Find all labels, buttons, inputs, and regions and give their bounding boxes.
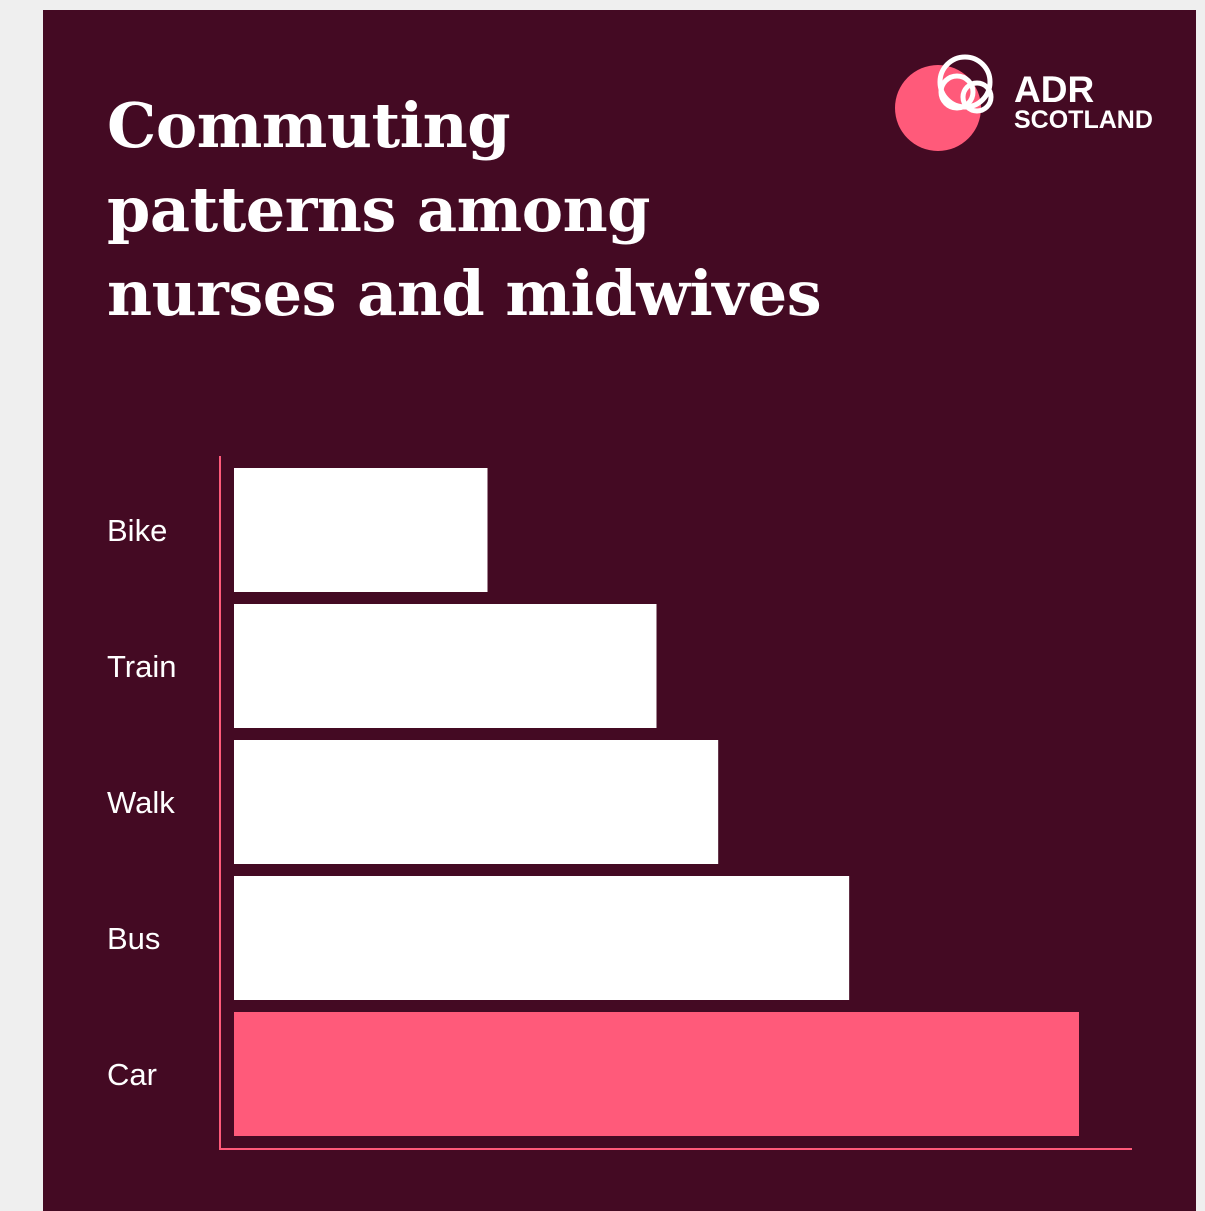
category-labels: Bike Train Walk Bus Car — [107, 513, 176, 1092]
logo-circles-icon — [895, 54, 994, 151]
bars-layer — [234, 468, 1079, 1136]
category-label-bus: Bus — [107, 921, 160, 956]
chart-title: Commuting patterns among nurses and midwiv… — [107, 89, 822, 330]
category-label-walk: Walk — [107, 785, 175, 820]
category-label-bike: Bike — [107, 513, 167, 548]
bar-walk — [234, 740, 719, 864]
bar-car — [234, 1012, 1079, 1136]
category-label-train: Train — [107, 649, 176, 684]
bar-bike — [234, 468, 488, 592]
adr-scotland-logo: ADR SCOTLAND — [893, 52, 1163, 156]
bar-bus — [234, 876, 850, 1000]
logo-text-scotland: SCOTLAND — [1014, 106, 1153, 134]
category-label-car: Car — [107, 1057, 157, 1092]
bar-train — [234, 604, 657, 728]
logo-text-adr: ADR — [1014, 69, 1095, 110]
